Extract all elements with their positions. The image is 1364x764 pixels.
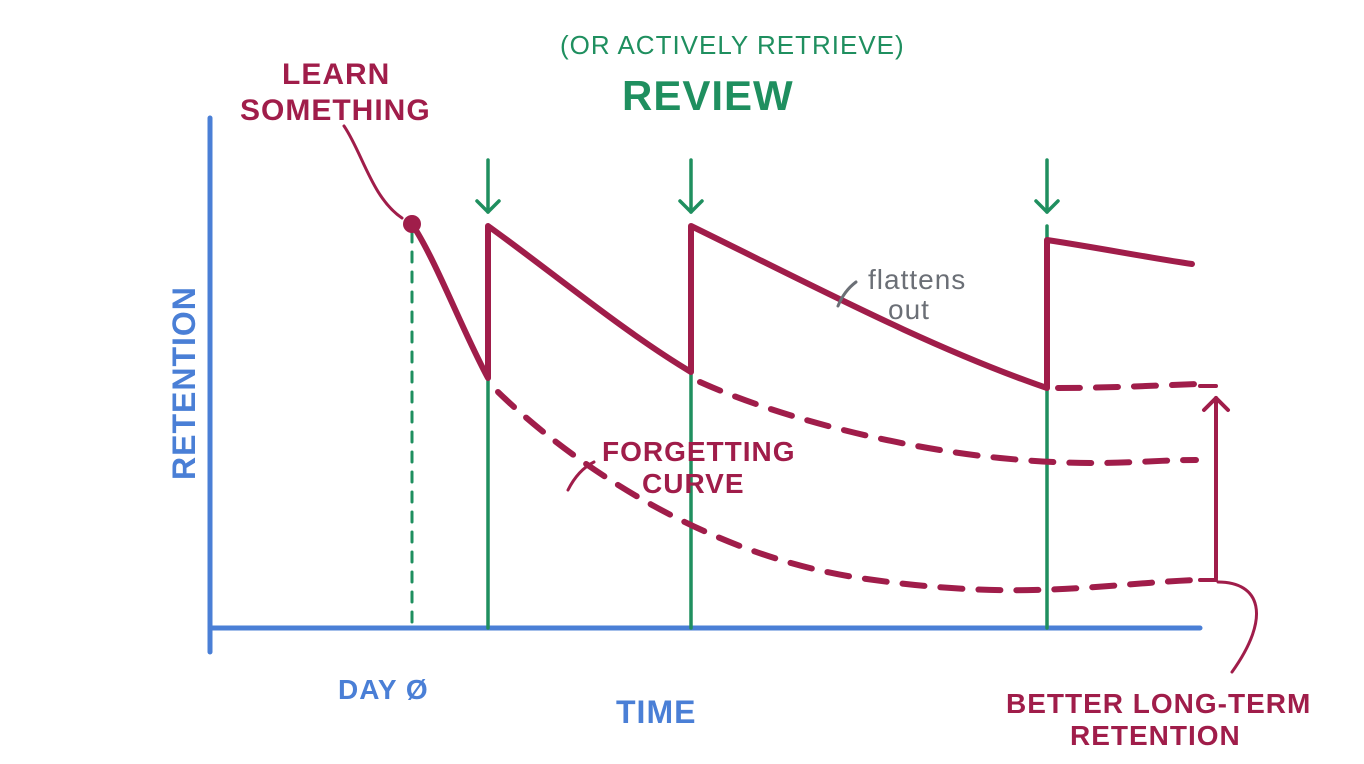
diagram-stage: RETENTION TIME DAY Ø LEARN SOMETHING (OR… [0,0,1364,764]
learn-point-dot [403,215,421,233]
flattens-label-line2: out [888,294,930,326]
learn-pointer [344,126,402,218]
better-retention-label-line1: BETTER LONG-TERM [1006,688,1311,720]
learn-label-line2: SOMETHING [240,94,431,128]
learn-label-line1: LEARN [282,58,390,92]
retention-curve [412,224,1192,388]
forgetting-curve-label-line2: CURVE [642,468,745,500]
review-subtitle: (OR ACTIVELY RETRIEVE) [560,30,905,61]
flattens-label-line1: flattens [868,264,966,296]
better-retention-label-line2: RETENTION [1070,720,1241,752]
y-axis-label: RETENTION [166,286,203,480]
retention-bracket-ticks [1200,386,1216,580]
forgetting-curve-0 [498,392,1196,590]
review-title: REVIEW [622,72,794,120]
day-zero-label: DAY Ø [338,674,429,706]
x-axis-label: TIME [616,694,696,731]
forgetting-curve-label-line1: FORGETTING [602,436,796,468]
retention-pointer [1218,582,1257,672]
forgetting-curve-2 [1058,384,1196,388]
